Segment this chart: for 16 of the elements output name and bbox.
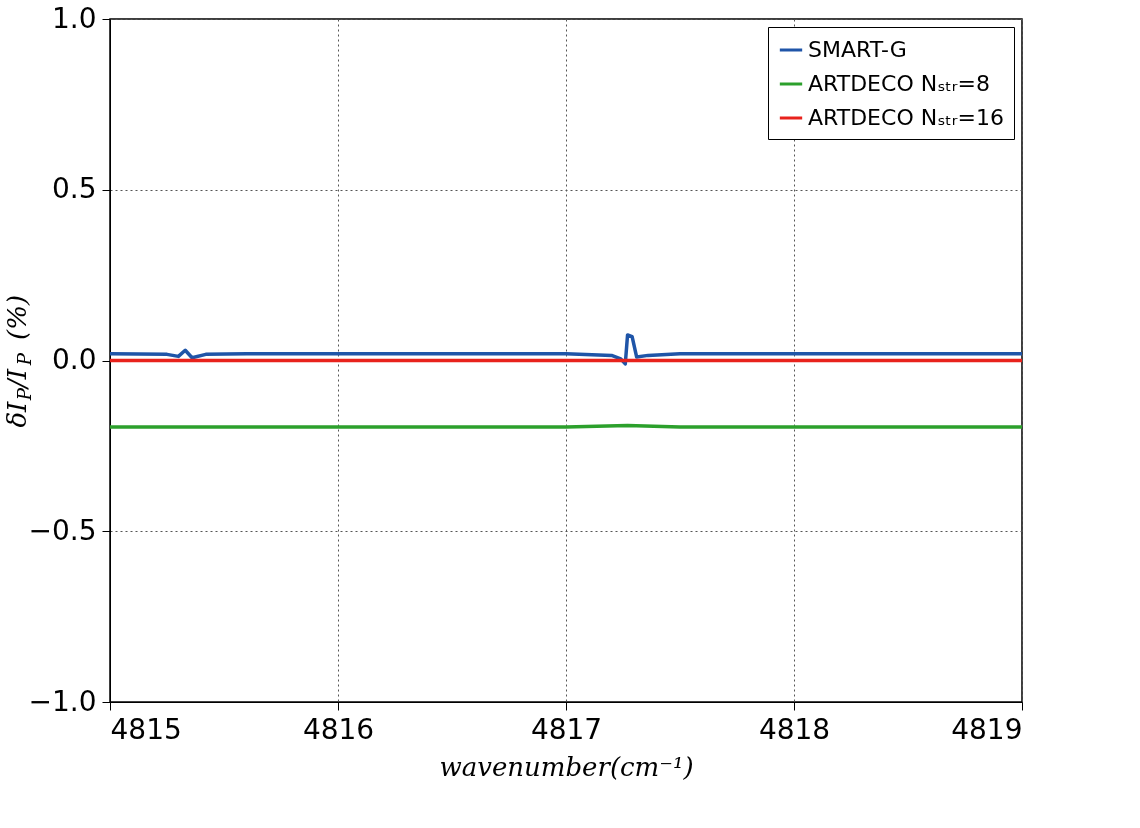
x-axis-title: wavenumber(cm⁻¹)	[439, 751, 694, 782]
y-tick-label: 0.0	[51, 343, 97, 376]
x-tick-label: 4815	[110, 712, 182, 746]
legend-label: ARTDECO Nₛₜᵣ=8	[808, 71, 990, 96]
x-tick-label: 4818	[758, 712, 831, 746]
x-tick-label: 4817	[530, 712, 603, 746]
line-series	[110, 333, 1022, 366]
x-tick-label: 4819	[951, 712, 1023, 746]
y-tick-label: −0.5	[28, 513, 97, 547]
y-axis-title: δIP/IP (%)	[2, 294, 35, 428]
x-tick-label: 4816	[302, 712, 375, 746]
y-tick-label: 0.5	[51, 172, 97, 206]
legend-label: ARTDECO Nₛₜᵣ=16	[808, 105, 1004, 130]
y-tick-label: −1.0	[28, 684, 97, 718]
legend-label: SMART-G	[808, 37, 907, 62]
y-tick-label: 1.0	[51, 1, 97, 35]
